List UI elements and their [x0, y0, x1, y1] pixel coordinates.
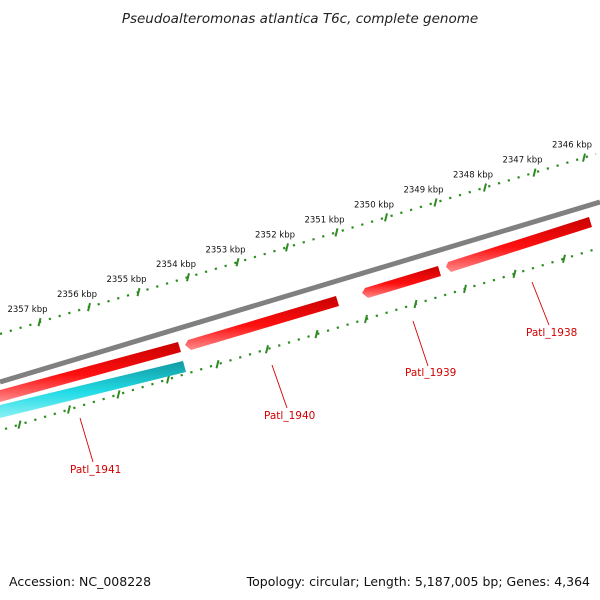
leader-line-patl-1941: [79, 417, 94, 463]
inner-scale-dots: [4, 247, 597, 431]
inner-major-tick: [215, 360, 220, 369]
outer-major-tick: [384, 213, 388, 222]
inner-major-tick: [265, 344, 269, 354]
outer-major-tick: [433, 198, 438, 207]
inner-major-tick: [116, 390, 121, 399]
inner-major-tick: [562, 254, 566, 263]
genome-summary-text: Topology: circular; Length: 5,187,005 bp…: [246, 574, 590, 589]
scale-tick-label: 2355 kbp: [106, 275, 146, 285]
outer-major-tick: [136, 287, 141, 297]
gene-arrow-patl-1941[interactable]: [0, 361, 186, 418]
scale-tick-label: 2347 kbp: [502, 156, 542, 166]
gene-leader-lines: [79, 281, 550, 463]
scale-tick-label: 2354 kbp: [156, 260, 196, 270]
scale-tick-label: 2353 kbp: [205, 245, 245, 255]
gene-label-patl-1940: Patl_1940: [264, 410, 315, 422]
leader-line-patl-1940: [271, 364, 288, 409]
outer-major-tick: [334, 228, 339, 237]
scale-tick-label: 2351 kbp: [304, 215, 344, 225]
outer-major-tick: [532, 168, 537, 177]
inner-major-tick: [413, 299, 418, 309]
inner-major-tick: [166, 375, 170, 384]
outer-scale: 2346 kbp 2347 kbp 2348 kbp 2349 kbp 2350 kbp…: [0, 141, 597, 336]
inner-major-tick: [67, 405, 71, 414]
scale-tick-label: 2350 kbp: [354, 200, 394, 210]
gene-label-patl-1941: Patl_1941: [70, 464, 121, 476]
inner-major-tick: [314, 329, 319, 339]
gene-arrow-patl-1938[interactable]: [446, 217, 592, 272]
inner-scale: [4, 247, 597, 431]
outer-major-tick: [285, 243, 289, 252]
outer-scale-dots: [0, 152, 597, 336]
scale-tick-label: 2346 kbp: [552, 141, 592, 151]
scale-tick-label: 2349 kbp: [403, 185, 443, 195]
outer-major-tick: [483, 183, 487, 192]
gene-label-patl-1939: Patl_1939: [405, 367, 456, 379]
outer-major-tick: [37, 317, 42, 327]
scale-tick-label: 2356 kbp: [57, 290, 97, 300]
inner-major-tick: [364, 314, 368, 324]
accession-text: Accession: NC_008228: [9, 574, 151, 589]
map-title: Pseudoalteromonas atlantica T6c, complet…: [122, 11, 478, 27]
outer-major-tick: [87, 302, 91, 312]
gene-arrow-patl-1940[interactable]: [185, 296, 339, 350]
outer-major-tick: [582, 153, 586, 162]
leader-line-patl-1938: [531, 281, 550, 326]
scale-tick-label: 2348 kbp: [453, 171, 493, 181]
inner-major-tick: [463, 284, 467, 294]
gene-arrow-left-partial[interactable]: [0, 342, 181, 402]
outer-major-tick: [186, 272, 190, 282]
genome-backbone: [0, 199, 600, 385]
inner-major-tick: [512, 269, 517, 279]
scale-tick-label: 2352 kbp: [255, 230, 295, 240]
leader-line-patl-1939: [412, 320, 429, 367]
outer-major-tick: [235, 258, 240, 267]
scale-tick-label: 2357 kbp: [7, 305, 47, 315]
gene-arrow-patl-1939[interactable]: [362, 266, 441, 298]
gene-label-patl-1938: Patl_1938: [526, 327, 577, 339]
inner-major-tick: [17, 420, 22, 429]
